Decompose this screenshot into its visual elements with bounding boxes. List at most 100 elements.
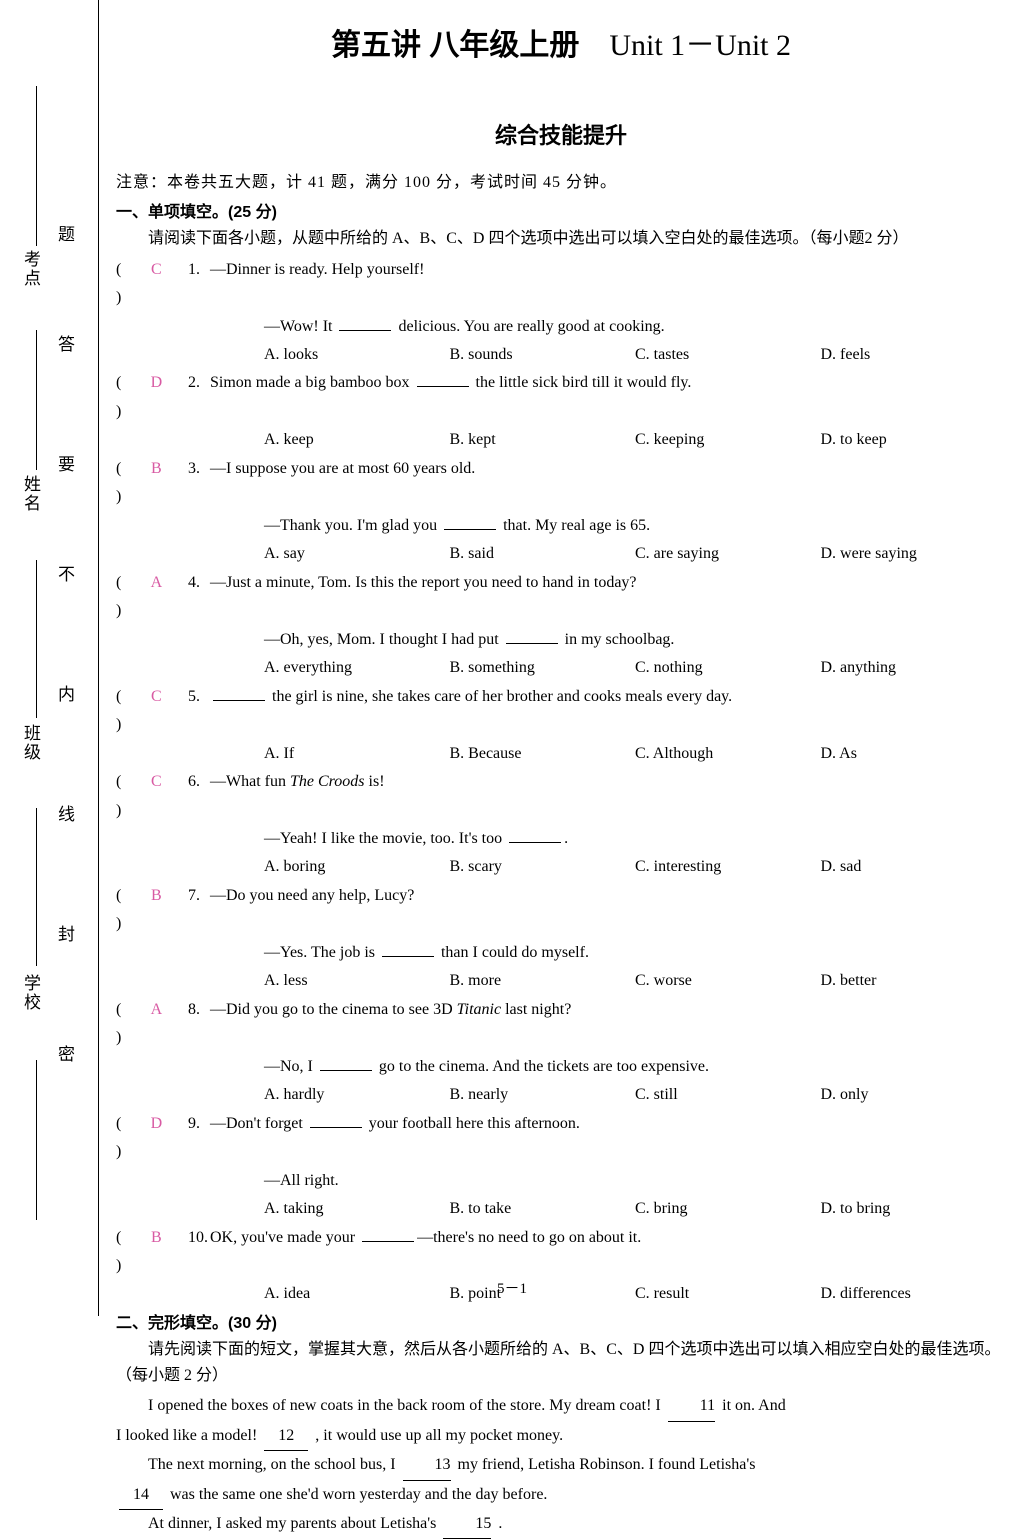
option-row: A. boringB. scaryC. interestingD. sad [116, 853, 1006, 881]
cloze-blank: 13 [403, 1451, 451, 1480]
answer-paren: B [116, 455, 188, 512]
question-line2: —Yeah! I like the movie, too. It's too . [116, 825, 1006, 853]
gutter-rule [36, 330, 37, 470]
gutter-rule [36, 86, 37, 246]
option: D. were saying [821, 540, 1007, 568]
option: B. to take [450, 1195, 636, 1223]
option-row: A. takingB. to takeC. bringD. to bring [116, 1195, 1006, 1223]
option: B. kept [450, 426, 636, 454]
question-number: 5. [188, 683, 210, 711]
question-number: 2. [188, 369, 210, 397]
answer-key: B [137, 882, 175, 910]
option: B. scary [450, 853, 636, 881]
question-stem: —Dinner is ready. Help yourself! [210, 256, 1006, 284]
cloze-p2b: 14 was the same one she'd worn yesterday… [116, 1481, 1006, 1510]
gutter-char: 题 [58, 220, 75, 245]
question-line2: —All right. [116, 1167, 1006, 1195]
option: B. sounds [450, 341, 636, 369]
answer-paren: C [116, 683, 188, 740]
option: C. are saying [635, 540, 821, 568]
question-number: 3. [188, 455, 210, 483]
question-item: B 3.—I suppose you are at most 60 years … [116, 455, 1006, 569]
subtitle: 综合技能提升 [116, 118, 1006, 150]
option: A. If [264, 740, 450, 768]
option: A. taking [264, 1195, 450, 1223]
option: D. sad [821, 853, 1007, 881]
answer-key: A [137, 569, 175, 597]
option-row: A. sayB. saidC. are sayingD. were saying [116, 540, 1006, 568]
gutter-label: 班级 [18, 724, 43, 762]
answer-paren: B [116, 882, 188, 939]
answer-key: B [137, 455, 175, 483]
question-item: D 9.—Don't forget your football here thi… [116, 1110, 1006, 1224]
page-content: 第五讲 八年级上册 Unit 1－Unit 2 综合技能提升 注意：本卷共五大题… [116, 20, 1006, 1539]
option: B. more [450, 967, 636, 995]
option-row: A. hardlyB. nearlyC. stillD. only [116, 1081, 1006, 1109]
option: D. anything [821, 654, 1007, 682]
question-item: C 6.—What fun The Croods is!—Yeah! I lik… [116, 768, 1006, 882]
option: A. boring [264, 853, 450, 881]
answer-key: C [137, 256, 175, 284]
question-line2: —Wow! It delicious. You are really good … [116, 313, 1006, 341]
option: C. worse [635, 967, 821, 995]
gutter-label: 考点 [18, 250, 43, 288]
cloze-p1: I opened the boxes of new coats in the b… [116, 1392, 1006, 1421]
answer-key: D [137, 369, 175, 397]
answer-paren: D [116, 369, 188, 426]
question-number: 1. [188, 256, 210, 284]
option: C. still [635, 1081, 821, 1109]
option: C. keeping [635, 426, 821, 454]
question-stem: the girl is nine, she takes care of her … [210, 683, 1006, 711]
question-stem: —I suppose you are at most 60 years old. [210, 455, 1006, 483]
option: A. keep [264, 426, 450, 454]
answer-key: D [137, 1110, 175, 1138]
question-number: 4. [188, 569, 210, 597]
gutter-char: 不 [58, 560, 75, 585]
question-stem: —Did you go to the cinema to see 3D Tita… [210, 996, 1006, 1024]
answer-key: C [137, 768, 175, 796]
section2-instruction: 请先阅读下面的短文，掌握其大意，然后从各小题所给的 A、B、C、D 四个选项中选… [116, 1337, 1006, 1388]
option: A. everything [264, 654, 450, 682]
gutter-rule [36, 560, 37, 718]
cloze-blank: 12 [264, 1422, 308, 1451]
gutter-char: 密 [58, 1040, 75, 1065]
option: D. to keep [821, 426, 1007, 454]
question-line2: —Yes. The job is than I could do myself. [116, 939, 1006, 967]
cloze-p1b: I looked like a model! 12 , it would use… [116, 1422, 1006, 1451]
section1-heading: 一、单项填空。(25 分) [116, 198, 1006, 222]
title-cn: 第五讲 八年级上册 [331, 29, 579, 62]
option: A. say [264, 540, 450, 568]
option-row: A. keepB. keptC. keepingD. to keep [116, 426, 1006, 454]
option: D. As [821, 740, 1007, 768]
option-row: A. everythingB. somethingC. nothingD. an… [116, 654, 1006, 682]
option: C. tastes [635, 341, 821, 369]
question-stem: OK, you've made your —there's no need to… [210, 1224, 1006, 1252]
question-line2: —Thank you. I'm glad you that. My real a… [116, 512, 1006, 540]
question-number: 6. [188, 768, 210, 796]
gutter-rule [36, 808, 37, 966]
question-stem: Simon made a big bamboo box the little s… [210, 369, 1006, 397]
option: C. Although [635, 740, 821, 768]
question-list: C 1.—Dinner is ready. Help yourself! —Wow… [116, 256, 1006, 1309]
answer-paren: B [116, 1224, 188, 1281]
question-item: A 4.—Just a minute, Tom. Is this the rep… [116, 569, 1006, 683]
cloze-blank: 14 [119, 1481, 163, 1510]
question-stem: —Do you need any help, Lucy? [210, 882, 1006, 910]
gutter-char: 封 [58, 920, 75, 945]
gutter-char: 线 [58, 800, 75, 825]
title-units: Unit 1－Unit 2 [609, 29, 791, 62]
option: A. hardly [264, 1081, 450, 1109]
exam-note: 注意：本卷共五大题，计 41 题，满分 100 分，考试时间 45 分钟。 [116, 168, 1006, 192]
option: D. to bring [821, 1195, 1007, 1223]
option: B. something [450, 654, 636, 682]
gutter-char: 内 [58, 680, 75, 705]
option: C. interesting [635, 853, 821, 881]
question-item: A 8.—Did you go to the cinema to see 3D … [116, 996, 1006, 1110]
option: B. nearly [450, 1081, 636, 1109]
cloze-p2: The next morning, on the school bus, I 1… [116, 1451, 1006, 1480]
option: B. Because [450, 740, 636, 768]
option: A. less [264, 967, 450, 995]
question-number: 8. [188, 996, 210, 1024]
question-item: B 7.—Do you need any help, Lucy?—Yes. Th… [116, 882, 1006, 996]
question-item: D 2.Simon made a big bamboo box the litt… [116, 369, 1006, 454]
